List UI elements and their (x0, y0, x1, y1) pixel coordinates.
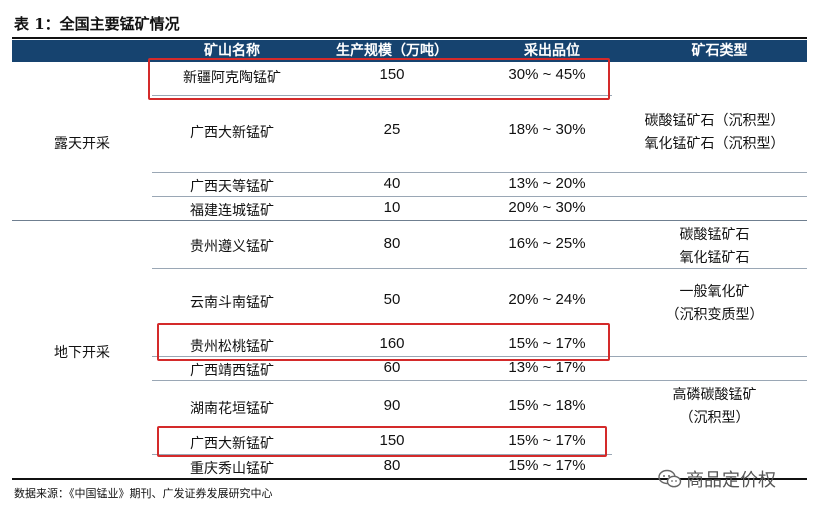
row-grade: 13% ~ 17% (508, 359, 586, 376)
row-name: 广西大新锰矿 (190, 125, 274, 141)
highlight-box (148, 58, 610, 100)
ore-type-line: 碳酸锰矿石 (679, 227, 750, 243)
row-grade: 20% ~ 24% (508, 291, 586, 308)
row-scale: 10 (383, 199, 401, 216)
header-ore-type: 矿石类型 (691, 43, 748, 59)
header-name: 矿山名称 (204, 43, 260, 59)
group-divider (12, 220, 807, 221)
watermark: 商品定价权 (658, 466, 776, 492)
row-grade: 20% ~ 30% (508, 199, 586, 216)
header-grade: 采出品位 (524, 43, 580, 59)
row-grade: 16% ~ 25% (508, 235, 586, 252)
wechat-icon (658, 469, 682, 489)
watermark-text: 商品定价权 (686, 470, 776, 491)
row-scale: 150 (379, 432, 405, 449)
row-divider (152, 172, 807, 173)
row-grade: 15% ~ 18% (508, 397, 586, 414)
row-scale: 60 (383, 359, 401, 376)
row-name: 云南斗南锰矿 (190, 295, 274, 311)
row-name: 新疆阿克陶锰矿 (183, 70, 281, 86)
ore-type-line: （沉积变质型） (665, 307, 764, 323)
bottom-rule (12, 478, 807, 480)
row-divider (152, 196, 807, 197)
ore-type-line: 氧化锰矿石（沉积型） (644, 136, 785, 152)
row-grade: 18% ~ 30% (508, 121, 586, 138)
row-scale: 80 (383, 457, 401, 474)
ore-type-cell: 碳酸锰矿石（沉积型） 氧化锰矿石（沉积型） (622, 110, 807, 156)
row-scale: 80 (383, 235, 401, 252)
row-name: 贵州松桃锰矿 (190, 339, 274, 355)
row-grade: 30% ~ 45% (508, 66, 586, 83)
ore-type-cell: 碳酸锰矿石 氧化锰矿石 (622, 224, 807, 270)
ore-type-line: 高磷碳酸锰矿 (672, 387, 757, 403)
source-note: 数据来源：《中国锰业》期刊、广发证券发展研究中心 (14, 487, 273, 500)
row-name: 广西大新锰矿 (190, 436, 274, 452)
header-scale: 生产规模（万吨） (336, 43, 448, 59)
row-name: 广西靖西锰矿 (190, 363, 274, 379)
row-grade: 15% ~ 17% (508, 457, 586, 474)
ore-type-cell: 高磷碳酸锰矿 （沉积型） (622, 384, 807, 430)
ore-type-line: （沉积型） (679, 410, 750, 426)
row-divider (152, 95, 612, 96)
row-name: 福建连城锰矿 (190, 203, 274, 219)
top-rule (12, 37, 807, 39)
row-scale: 90 (383, 397, 401, 414)
ore-type-line: 氧化锰矿石 (679, 250, 750, 266)
row-grade: 15% ~ 17% (508, 432, 586, 449)
row-divider (152, 356, 807, 357)
table-title: 表 1：全国主要锰矿情况 (14, 15, 180, 33)
row-scale: 50 (383, 291, 401, 308)
ore-type-cell: 一般氧化矿 （沉积变质型） (622, 281, 807, 327)
group-open-pit: 露天开采 (54, 136, 110, 152)
row-scale: 40 (383, 175, 401, 192)
row-name: 湖南花垣锰矿 (190, 401, 274, 417)
highlight-box (157, 323, 610, 361)
row-divider (152, 380, 807, 381)
group-underground: 地下开采 (54, 345, 110, 361)
row-scale: 25 (383, 121, 401, 138)
ore-type-line: 一般氧化矿 (679, 284, 750, 300)
row-grade: 15% ~ 17% (508, 335, 586, 352)
row-name: 广西天等锰矿 (190, 179, 274, 195)
row-scale: 150 (379, 66, 405, 83)
highlight-box (157, 426, 607, 457)
row-divider (152, 268, 807, 269)
table-header: 矿山名称 生产规模（万吨） 采出品位 矿石类型 (12, 40, 807, 62)
row-scale: 160 (379, 335, 405, 352)
row-name: 重庆秀山锰矿 (190, 461, 274, 477)
row-divider (152, 454, 612, 455)
row-name: 贵州遵义锰矿 (190, 239, 274, 255)
row-grade: 13% ~ 20% (508, 175, 586, 192)
ore-type-line: 碳酸锰矿石（沉积型） (644, 113, 785, 129)
